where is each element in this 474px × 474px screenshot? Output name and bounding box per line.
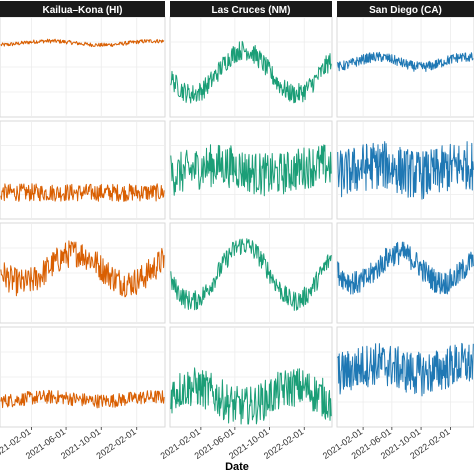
series-line bbox=[0, 183, 165, 202]
facet-strips: Kailua–Kona (HI) Las Cruces (NM) San Diego… bbox=[0, 1, 474, 17]
facet-strip-label: San Diego (CA) bbox=[369, 5, 442, 16]
series-line bbox=[0, 38, 165, 48]
facet-panel bbox=[0, 326, 166, 428]
facet-panel bbox=[0, 16, 166, 118]
series-line bbox=[337, 241, 474, 295]
series-line bbox=[170, 367, 332, 425]
facet-panel bbox=[336, 16, 474, 118]
facet-strip-bg bbox=[170, 1, 332, 17]
facet-panel bbox=[169, 326, 333, 428]
facet-strip-label: Las Cruces (NM) bbox=[212, 5, 291, 16]
x-axis-ticks: 2021-02-012021-06-012021-10-012022-02-01… bbox=[0, 426, 452, 461]
facet-strip-bg bbox=[337, 1, 474, 17]
panel-grid bbox=[0, 16, 474, 428]
x-axis-label: Date bbox=[225, 461, 249, 473]
facet-panel bbox=[169, 222, 333, 324]
series-line bbox=[170, 40, 332, 104]
series-line bbox=[0, 389, 165, 409]
x-tick-label: 2022-02-01 bbox=[94, 426, 137, 461]
facet-panel bbox=[0, 120, 166, 220]
facet-panel bbox=[336, 222, 474, 324]
facet-strip-label: Kailua–Kona (HI) bbox=[42, 5, 122, 16]
series-line bbox=[170, 238, 332, 311]
series-line bbox=[337, 141, 474, 200]
facet-panel bbox=[169, 16, 333, 118]
series-line bbox=[337, 51, 474, 72]
series-line bbox=[170, 144, 332, 197]
facet-panel bbox=[169, 120, 333, 220]
facet-panel bbox=[336, 326, 474, 428]
facet-panel bbox=[0, 222, 166, 324]
facet-panel bbox=[336, 120, 474, 220]
series-line bbox=[0, 240, 165, 298]
series-line bbox=[337, 342, 474, 397]
facet-strip-bg bbox=[0, 1, 165, 17]
